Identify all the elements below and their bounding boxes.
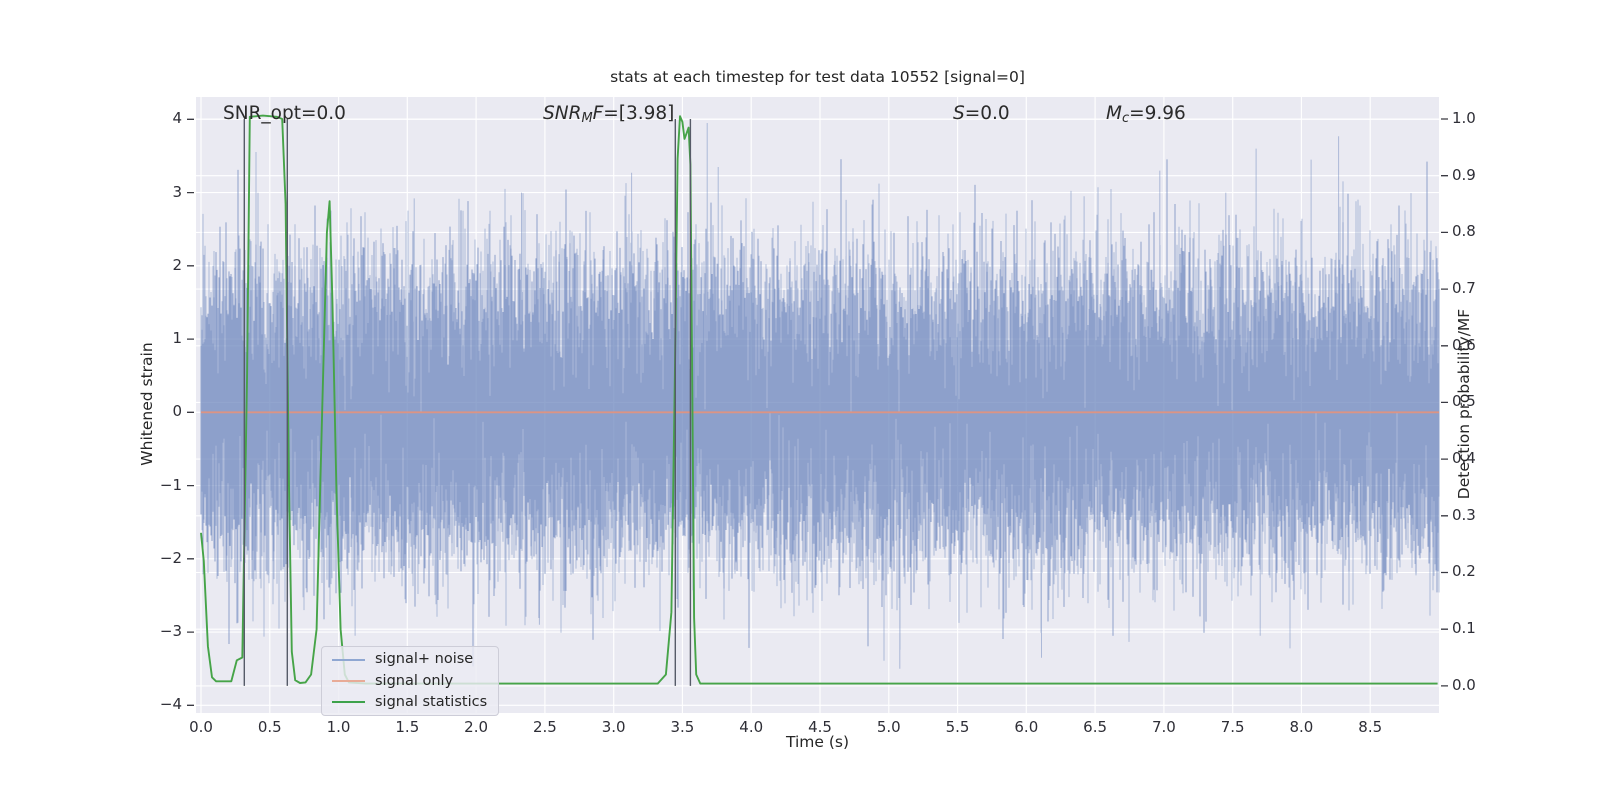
y-tick-label-left: −2 (159, 548, 182, 567)
x-tick-label: 7.0 (1151, 718, 1176, 736)
y-tick-label-right: 1.0 (1452, 109, 1476, 128)
x-tick-label: 1.0 (326, 718, 351, 736)
event-window-vlines (243, 119, 692, 686)
annotation-part: SNR (543, 103, 582, 124)
y-tick-label-left: 0 (172, 402, 182, 421)
y-tick-label-left: −4 (159, 695, 182, 714)
x-tick-label: 0.5 (257, 718, 282, 736)
annotation: SNRMF=[3.98] (543, 103, 675, 127)
legend-line-signal-statistics (332, 701, 365, 704)
x-tick-label: 7.5 (1220, 718, 1245, 736)
x-tick-label: 3.5 (670, 718, 695, 736)
y-tick-label-left: 4 (172, 109, 182, 128)
y-tick-label-right: 0.0 (1452, 675, 1476, 694)
annotation-part: SNR_opt=0.0 (223, 103, 346, 124)
legend-label: signal+ noise (375, 651, 474, 668)
y-tick-label-left: −1 (159, 475, 182, 494)
annotation-part: =9.96 (1129, 103, 1186, 124)
x-tick-label: 5.5 (945, 718, 970, 736)
legend-item-signal-only: signal only (332, 674, 498, 689)
annotation-part: F (592, 103, 604, 124)
legend-line-signal-noise (332, 658, 365, 661)
y-tick-label-right: 0.7 (1452, 279, 1476, 298)
y-tick-label-left: 1 (172, 329, 182, 348)
legend-item-signal-statistics: signal statistics (332, 695, 498, 710)
annotation-part: S (953, 103, 965, 124)
legend-label: signal statistics (375, 694, 488, 711)
legend-item-signal-noise: signal+ noise (332, 652, 498, 667)
y-tick-label-right: 0.2 (1452, 562, 1476, 581)
annotation-part: =[3.98] (603, 103, 675, 124)
annotation: SNR_opt=0.0 (223, 103, 346, 124)
x-tick-label: 8.0 (1289, 718, 1314, 736)
x-tick-label: 6.0 (1014, 718, 1039, 736)
x-tick-label: 0.0 (189, 718, 213, 736)
annotation-part: M (1106, 103, 1122, 124)
legend-line-signal-only (332, 679, 365, 682)
x-tick-label: 5.0 (876, 718, 901, 736)
x-tick-label: 3.0 (601, 718, 626, 736)
y-tick-label-right: 0.6 (1452, 335, 1476, 354)
x-axis-label: Time (s) (785, 733, 850, 751)
y-tick-label-right: 0.8 (1452, 222, 1476, 241)
y-tick-label-right: 0.3 (1452, 505, 1476, 524)
chart-title: stats at each timestep for test data 105… (610, 68, 1025, 86)
annotation-part: c (1121, 111, 1130, 127)
x-tick-label: 2.5 (532, 718, 557, 736)
x-tick-label: 4.5 (808, 718, 832, 736)
y-tick-label-left: 2 (172, 255, 182, 274)
y-tick-label-right: 0.4 (1452, 449, 1476, 468)
x-tick-label: 4.0 (739, 718, 764, 736)
y-tick-label-right: 0.9 (1452, 165, 1476, 184)
series-signal-plus-noise-core (200, 159, 1440, 667)
annotation: Mc=9.96 (1106, 103, 1186, 127)
x-tick-label: 2.0 (464, 718, 489, 736)
y-tick-label-right: 0.5 (1452, 392, 1476, 411)
legend: signal+ noise signal only signal statist… (321, 646, 499, 716)
x-tick-label: 6.5 (1083, 718, 1108, 736)
annotation: S=0.0 (953, 103, 1010, 124)
tick-marks (187, 118, 1448, 706)
x-tick-label: 1.5 (395, 718, 420, 736)
x-tick-label: 8.5 (1358, 718, 1383, 736)
y-tick-label-left: 3 (172, 182, 182, 201)
y-tick-label-right: 0.1 (1452, 619, 1476, 638)
annotation-part: =0.0 (964, 103, 1010, 124)
y-tick-label-left: −3 (159, 622, 182, 641)
annotation-part: M (581, 111, 593, 127)
legend-label: signal only (375, 672, 454, 689)
